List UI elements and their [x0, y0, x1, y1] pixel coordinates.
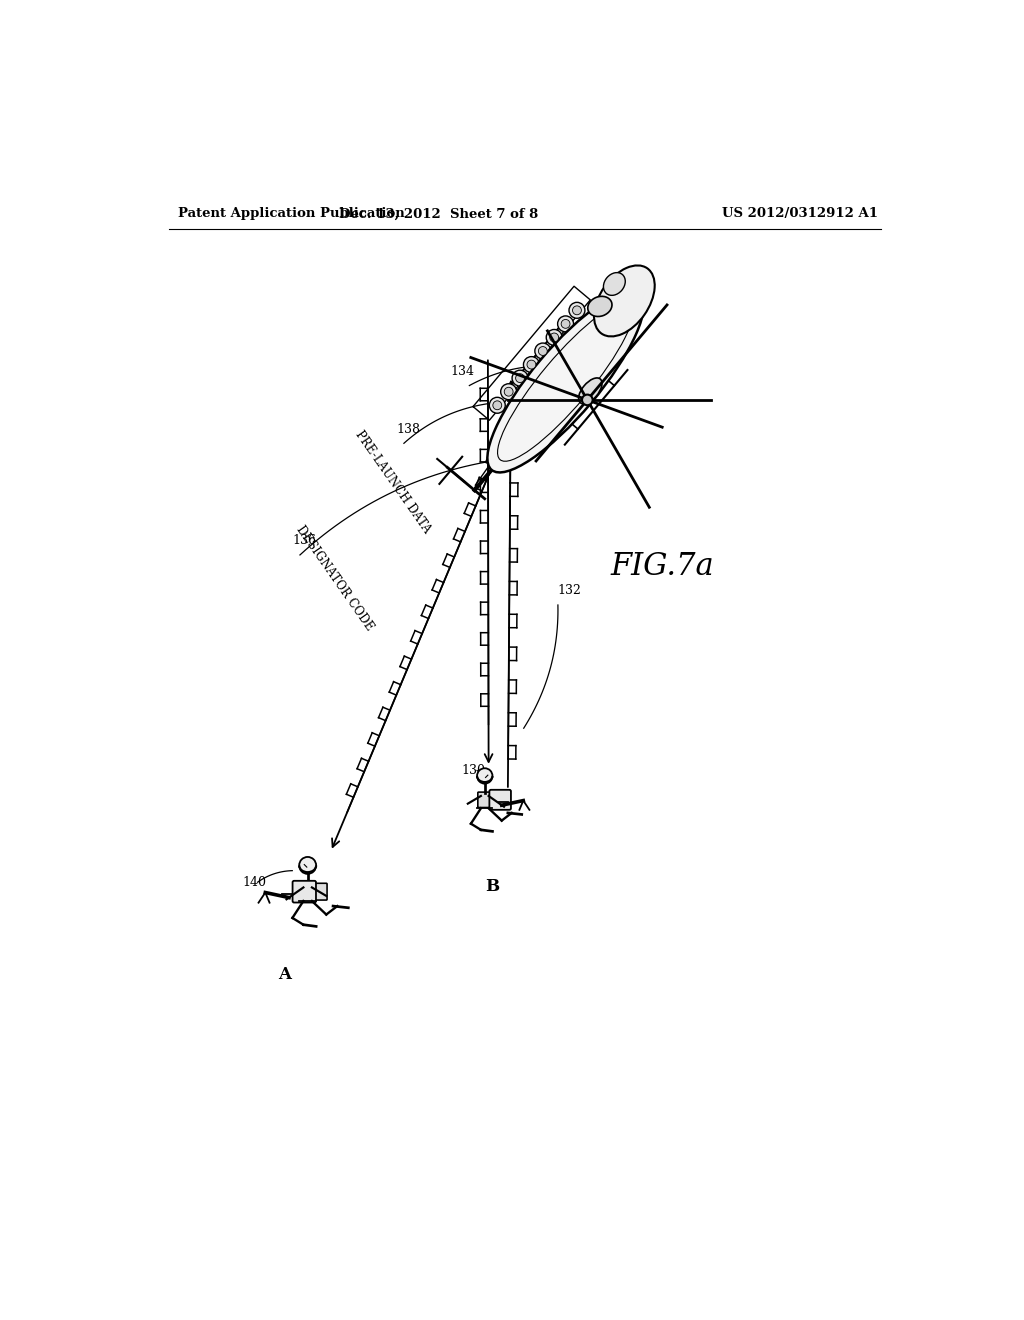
- Circle shape: [501, 384, 517, 400]
- Text: 136: 136: [292, 535, 316, 548]
- Text: B: B: [485, 878, 500, 895]
- Text: DESIGNATOR CODE: DESIGNATOR CODE: [294, 523, 376, 634]
- Circle shape: [558, 315, 573, 331]
- Text: Dec. 13, 2012  Sheet 7 of 8: Dec. 13, 2012 Sheet 7 of 8: [339, 207, 539, 220]
- Text: 140: 140: [243, 875, 266, 888]
- Text: FIG.7a: FIG.7a: [610, 550, 714, 582]
- Circle shape: [569, 302, 585, 318]
- Circle shape: [489, 397, 505, 413]
- FancyBboxPatch shape: [313, 883, 327, 900]
- Text: US 2012/0312912 A1: US 2012/0312912 A1: [723, 207, 879, 220]
- Circle shape: [477, 768, 493, 784]
- Circle shape: [572, 306, 582, 314]
- Text: A: A: [279, 966, 291, 983]
- Ellipse shape: [487, 290, 644, 473]
- FancyBboxPatch shape: [478, 792, 490, 808]
- Circle shape: [523, 356, 540, 372]
- Text: PRE-LAUNCH DATA: PRE-LAUNCH DATA: [352, 428, 433, 536]
- Ellipse shape: [594, 265, 654, 337]
- Circle shape: [493, 401, 502, 409]
- Ellipse shape: [588, 296, 612, 317]
- Circle shape: [516, 374, 524, 383]
- Text: Patent Application Publication: Patent Application Publication: [178, 207, 406, 220]
- Text: 138: 138: [396, 422, 420, 436]
- Circle shape: [512, 370, 528, 387]
- Circle shape: [539, 347, 547, 355]
- Text: 134: 134: [451, 364, 474, 378]
- Ellipse shape: [579, 378, 602, 404]
- Circle shape: [535, 343, 551, 359]
- Circle shape: [561, 319, 570, 329]
- FancyBboxPatch shape: [293, 880, 316, 903]
- Circle shape: [582, 395, 593, 405]
- Circle shape: [527, 360, 536, 370]
- Circle shape: [546, 330, 562, 346]
- Text: 132: 132: [558, 585, 582, 597]
- Circle shape: [550, 333, 559, 342]
- Circle shape: [504, 387, 513, 396]
- Text: 130: 130: [462, 764, 485, 777]
- FancyBboxPatch shape: [489, 789, 511, 810]
- Circle shape: [299, 857, 316, 874]
- Ellipse shape: [603, 273, 626, 296]
